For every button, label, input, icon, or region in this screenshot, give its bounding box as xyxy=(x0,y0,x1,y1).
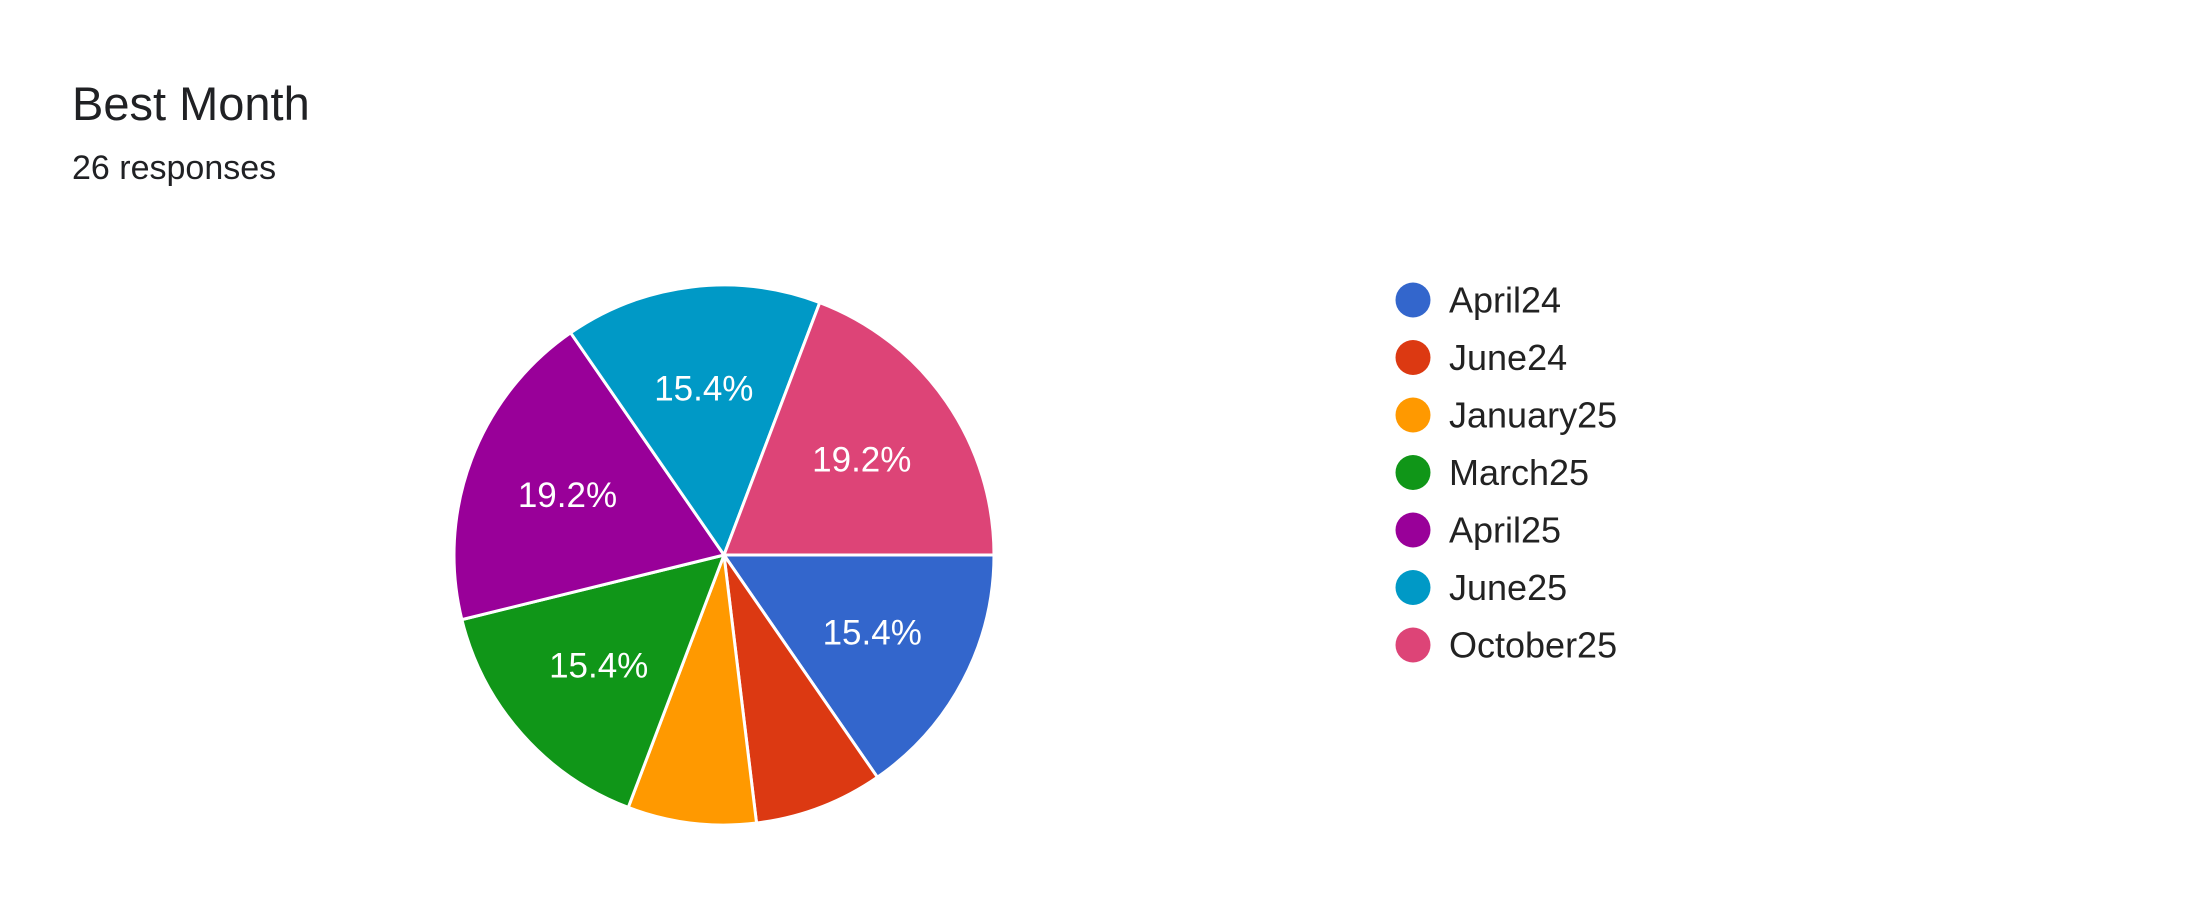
legend-item-october25[interactable]: October25 xyxy=(1395,625,1618,666)
legend-label: June25 xyxy=(1449,567,1567,608)
legend-swatch xyxy=(1395,397,1431,433)
slice-label-october25: 19.2% xyxy=(812,440,911,479)
slice-label-march25: 15.4% xyxy=(549,647,648,686)
legend-label: April25 xyxy=(1449,510,1561,551)
pie-slice-april25[interactable] xyxy=(452,331,726,622)
legend-swatch xyxy=(1395,627,1431,663)
response-count: 26 responses xyxy=(72,149,277,187)
pie-slice-january25[interactable] xyxy=(626,553,759,827)
legend-swatch xyxy=(1395,570,1431,605)
slice-label-april24: 15.4% xyxy=(823,613,922,652)
pie-slice-labels: 15.4% 15.4% 19.2% 15.4% 19.2% xyxy=(518,369,922,685)
legend-swatch xyxy=(1395,340,1431,375)
slice-label-june25: 15.4% xyxy=(654,369,753,408)
legend-label: January25 xyxy=(1449,395,1617,436)
legend-item-january25[interactable]: January25 xyxy=(1395,395,1618,436)
legend-item-april25[interactable]: April25 xyxy=(1395,510,1562,551)
legend-item-june24[interactable]: June24 xyxy=(1395,337,1568,378)
pie-slice-june24[interactable] xyxy=(722,553,879,825)
legend-label: June24 xyxy=(1449,337,1567,378)
legend-label: April24 xyxy=(1449,280,1561,321)
legend-swatch xyxy=(1395,455,1431,490)
pie-slices xyxy=(452,283,996,827)
pie-slice-june25[interactable] xyxy=(569,283,822,557)
legend-label: October25 xyxy=(1449,625,1617,666)
pie-slice-april24[interactable] xyxy=(722,553,996,779)
chart-title: Best Month xyxy=(72,77,310,130)
legend-swatch xyxy=(1395,512,1431,548)
legend-swatch xyxy=(1395,282,1431,318)
pie-slice-march25[interactable] xyxy=(460,553,726,809)
legend-item-april24[interactable]: April24 xyxy=(1395,280,1562,321)
slice-label-april25: 19.2% xyxy=(518,476,617,515)
legend-label: March25 xyxy=(1449,452,1589,493)
pie-slice-october25[interactable] xyxy=(722,301,996,557)
legend-item-june25[interactable]: June25 xyxy=(1395,567,1568,608)
chart-legend: April24 June24 January25 March25 April25 June… xyxy=(1395,280,1618,666)
legend-item-march25[interactable]: March25 xyxy=(1395,452,1590,493)
